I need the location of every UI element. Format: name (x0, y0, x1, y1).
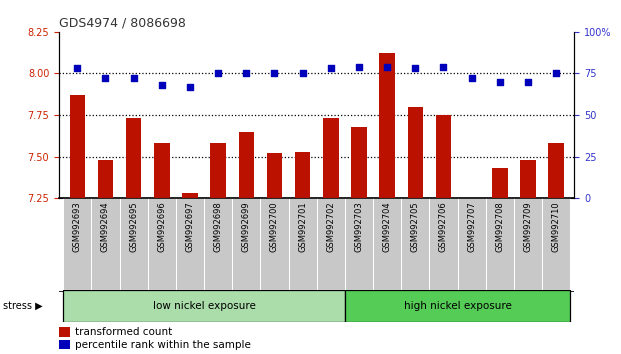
Point (101, 76, 111, 81)
Text: GSM992693: GSM992693 (73, 201, 82, 252)
Text: GSM992708: GSM992708 (496, 201, 504, 252)
Text: GSM992695: GSM992695 (129, 201, 138, 252)
Bar (317, 198, 345, 292)
Bar (492, 168, 507, 198)
Point (129, 76, 138, 81)
Point (410, 65, 420, 71)
Text: GSM992696: GSM992696 (157, 201, 166, 252)
Bar (407, 107, 423, 198)
Bar (63, 198, 91, 292)
Bar (458, 198, 486, 292)
Bar (542, 198, 570, 292)
Point (523, 79, 533, 85)
Text: GSM992705: GSM992705 (410, 201, 420, 252)
Bar (401, 198, 429, 292)
Bar (351, 127, 367, 198)
Bar (514, 198, 542, 292)
Point (157, 82, 167, 88)
Bar (176, 198, 204, 292)
Bar (289, 198, 317, 292)
Bar (70, 95, 85, 198)
Bar (379, 53, 395, 198)
Text: GSM992698: GSM992698 (214, 201, 223, 252)
Text: high nickel exposure: high nickel exposure (404, 301, 512, 311)
Text: GSM992697: GSM992697 (186, 201, 194, 252)
Bar (548, 143, 564, 198)
Point (213, 71, 223, 76)
Text: GSM992709: GSM992709 (524, 201, 532, 252)
Bar (238, 132, 254, 198)
Point (495, 79, 505, 85)
Bar (266, 153, 282, 198)
Bar (120, 198, 148, 292)
Bar (59, 340, 70, 349)
Point (551, 71, 561, 76)
Text: GSM992704: GSM992704 (383, 201, 392, 252)
Point (466, 76, 476, 81)
Bar (323, 118, 338, 198)
Bar (520, 160, 536, 198)
Bar (260, 198, 289, 292)
Point (382, 64, 392, 70)
Text: GSM992700: GSM992700 (270, 201, 279, 252)
Point (185, 84, 195, 90)
Bar (148, 198, 176, 292)
Point (297, 71, 307, 76)
Text: GSM992701: GSM992701 (298, 201, 307, 252)
Bar (59, 327, 70, 337)
Bar (154, 143, 170, 198)
Text: GDS4974 / 8086698: GDS4974 / 8086698 (59, 16, 186, 29)
Bar (345, 290, 570, 322)
Text: stress ▶: stress ▶ (3, 301, 43, 311)
Point (72, 65, 82, 71)
Bar (232, 198, 260, 292)
Bar (295, 152, 310, 198)
Text: GSM992703: GSM992703 (355, 201, 363, 252)
Point (270, 71, 279, 76)
Bar (486, 198, 514, 292)
Text: GSM992707: GSM992707 (467, 201, 476, 252)
Text: transformed count: transformed count (76, 327, 173, 337)
Bar (97, 160, 113, 198)
Text: percentile rank within the sample: percentile rank within the sample (76, 339, 252, 349)
Bar (373, 198, 401, 292)
Bar (429, 198, 458, 292)
Bar (204, 198, 232, 292)
Bar (126, 118, 142, 198)
Text: low nickel exposure: low nickel exposure (153, 301, 255, 311)
Bar (91, 198, 120, 292)
Point (354, 64, 364, 70)
Text: GSM992699: GSM992699 (242, 201, 251, 252)
Bar (345, 198, 373, 292)
Point (326, 65, 336, 71)
Bar (436, 115, 451, 198)
Text: GSM992706: GSM992706 (439, 201, 448, 252)
Text: GSM992694: GSM992694 (101, 201, 110, 252)
Text: GSM992702: GSM992702 (326, 201, 335, 252)
Bar (63, 290, 345, 322)
Bar (182, 193, 197, 198)
Text: GSM992710: GSM992710 (551, 201, 561, 252)
Bar (211, 143, 226, 198)
Point (242, 71, 252, 76)
Point (438, 64, 448, 70)
